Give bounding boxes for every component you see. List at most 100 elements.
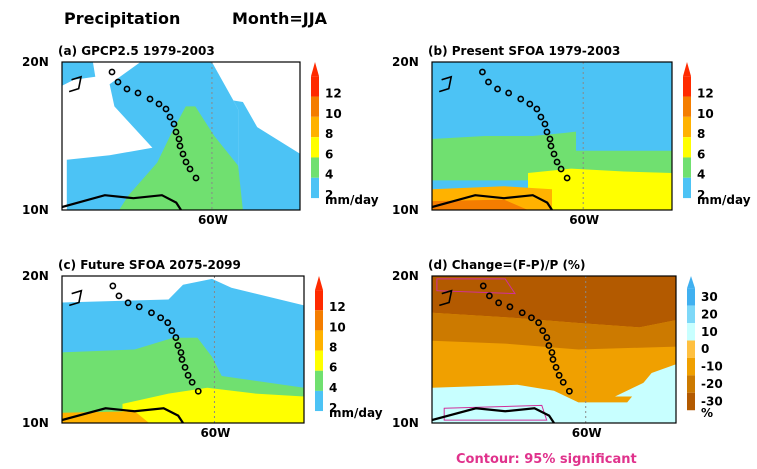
lon-tick-label: 60W [572,426,602,440]
south-american-coast [432,194,553,210]
band-0-10 [432,364,676,423]
island [146,95,154,103]
island [124,299,132,307]
island [168,327,176,335]
colorbar-tick: -20 [701,377,723,391]
island [479,68,486,76]
colorbar-tick: 12 [325,86,342,100]
colorbar-swatch [683,177,691,199]
colorbar-tick: 6 [329,361,337,375]
band-10-12 [432,199,528,210]
colorbar-swatch [687,323,695,341]
island [565,387,573,395]
island [166,113,174,121]
panel-b-land [432,68,571,210]
island [174,342,182,349]
island [526,100,534,108]
island [537,113,545,121]
island [175,135,183,143]
colorbar-swatch [683,76,691,97]
island [194,387,202,395]
colorbar-swatch [311,116,319,138]
lat-label-top: 20N [22,55,49,69]
panel-d-field [432,276,676,423]
colorbar-swatch [683,96,691,117]
colorbar-swatch [311,157,319,178]
colorbar-tick: 30 [701,290,718,304]
colorbar-tick: 6 [697,147,705,161]
band-neg30-neg20 [432,276,676,328]
island [135,303,143,311]
island [535,319,543,327]
panel-a-land [62,68,200,210]
panel-a: (a) GPCP2.5 1979-2003 20N 10N 60W 12 10 8 6 4 2mm… [22,44,379,227]
colorbar-tick: 4 [325,168,333,182]
island-north-west [69,289,83,307]
lat-label-bottom: 10N [22,203,49,217]
island [178,356,186,363]
colorbar-tick: 8 [325,127,333,141]
panel-title: (c) Future SFOA 2075-2099 [58,258,241,272]
significance-contour-north [436,278,516,295]
panel-a-field [62,62,300,210]
island [557,165,565,173]
island [553,158,561,166]
panel-frame [61,275,305,424]
colorbar-tick: 10 [697,107,714,121]
colorbar-unit: % [701,406,713,420]
island [528,314,535,322]
colorbar-tick: 8 [329,341,337,355]
island [541,120,549,128]
panel-title: (a) GPCP2.5 1979-2003 [58,44,215,58]
colorbar-unit: mm/day [329,406,383,420]
colorbar-tick: 4 [697,168,705,182]
island [552,363,560,371]
colorbar-swatch [315,390,323,412]
colorbar-swatch [683,157,691,178]
band-0-10-east [615,378,676,397]
lon-tick-label: 60W [200,426,230,440]
island [184,371,192,379]
colorbar-swatch [687,392,695,411]
colorbar-tick: 2 [329,401,337,415]
colorbar-tick: -10 [701,360,723,374]
island [157,314,165,322]
island [164,319,172,327]
island [114,78,122,86]
island [123,85,131,93]
island [186,165,194,173]
colorbar-tick: 2 [697,188,705,202]
island [109,282,117,290]
island-north-west [438,75,453,93]
colorbar-swatch [315,290,323,311]
island [485,78,492,86]
island [172,334,180,341]
island [155,100,163,108]
colorbar-tick: 8 [697,127,705,141]
island [505,89,513,97]
panel-c: (c) Future SFOA 2075-2099 20N 10N 60W 12 10 8 6… [22,258,383,440]
panels: (a) GPCP2.5 1979-200320N10N60W12108642mm… [22,44,751,440]
lat-label-bottom: 10N [392,416,419,430]
colorbar-swatch [687,288,695,306]
colorbar-unit: mm/day [697,193,751,207]
figure-month: Month=JJA [232,9,328,28]
lat-label-bottom: 10N [392,203,419,217]
panel-frame [431,61,673,211]
colorbar-swatch [315,370,323,391]
panel-c-land [62,282,202,423]
island [182,158,190,166]
island [539,327,547,335]
island [192,174,200,182]
island [547,142,555,150]
colorbar-tick: -30 [701,395,723,409]
lon-tick-label: 60W [569,213,599,227]
island [176,142,184,150]
island [177,349,185,356]
band-2-4-nw [62,62,96,86]
island [170,120,178,128]
colorbar-tick: 2 [325,188,333,202]
colorbar-arrow [311,62,319,77]
band-6-8 [122,387,304,423]
island [559,378,567,386]
